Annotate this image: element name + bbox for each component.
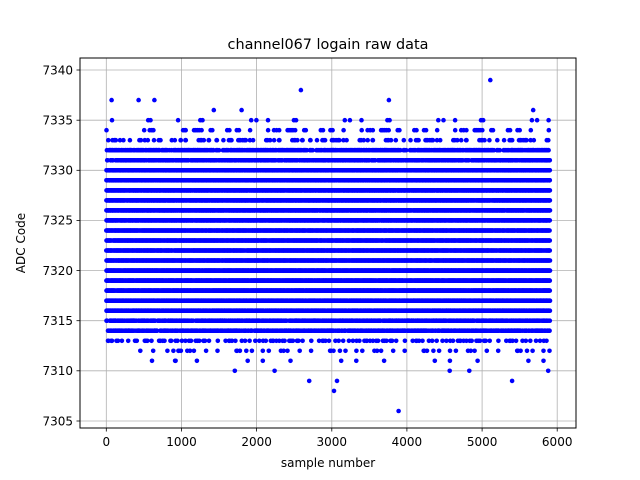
data-point (104, 127, 109, 133)
data-point (151, 127, 156, 133)
data-point (158, 137, 163, 143)
data-point (203, 348, 209, 354)
data-point (109, 117, 115, 123)
data-point (134, 338, 140, 344)
data-point (214, 137, 220, 143)
data-point (151, 137, 157, 143)
data-point (249, 348, 255, 354)
data-point (188, 338, 194, 344)
data-point (173, 358, 178, 364)
data-point (227, 127, 232, 133)
data-point (141, 127, 147, 133)
data-point (172, 137, 178, 143)
data-point (242, 338, 248, 344)
data-point (243, 137, 249, 143)
data-point (183, 127, 188, 133)
data-points (104, 77, 553, 414)
data-point (148, 117, 153, 123)
data-point (206, 338, 212, 344)
data-point (113, 137, 119, 143)
data-point (194, 358, 200, 364)
data-point (109, 338, 115, 344)
data-point (175, 338, 180, 344)
data-point (162, 338, 167, 344)
data-point (236, 127, 242, 133)
data-point (168, 338, 174, 344)
data-point (206, 137, 212, 143)
data-point (248, 117, 254, 123)
data-point (117, 137, 123, 143)
data-point (115, 338, 121, 344)
data-point (200, 117, 205, 123)
data-point (237, 348, 243, 354)
data-point (210, 127, 215, 133)
data-point (150, 348, 156, 354)
data-point (125, 338, 131, 344)
data-point (106, 137, 111, 143)
data-point (178, 348, 184, 354)
data-point (191, 348, 197, 354)
data-point (149, 338, 154, 344)
data-point (175, 117, 181, 123)
data-point (165, 348, 170, 354)
data-point (138, 348, 143, 354)
data-point (244, 348, 249, 354)
data-point (215, 338, 221, 344)
data-point (245, 358, 250, 364)
data-point (121, 137, 126, 143)
data-point (247, 338, 252, 344)
data-point (127, 137, 133, 143)
data-point (171, 348, 176, 354)
data-point (229, 137, 234, 143)
data-point (201, 137, 207, 143)
data-point (233, 338, 238, 344)
data-point (149, 358, 155, 364)
data-point (199, 127, 204, 133)
data-point (247, 127, 253, 133)
data-point (145, 137, 151, 143)
data-point (145, 338, 150, 344)
data-point (178, 137, 184, 143)
data-point (202, 338, 208, 344)
data-point (197, 338, 202, 344)
data-point (183, 137, 189, 143)
data-point (221, 137, 226, 143)
data-point (215, 348, 220, 354)
data-point (119, 338, 125, 344)
